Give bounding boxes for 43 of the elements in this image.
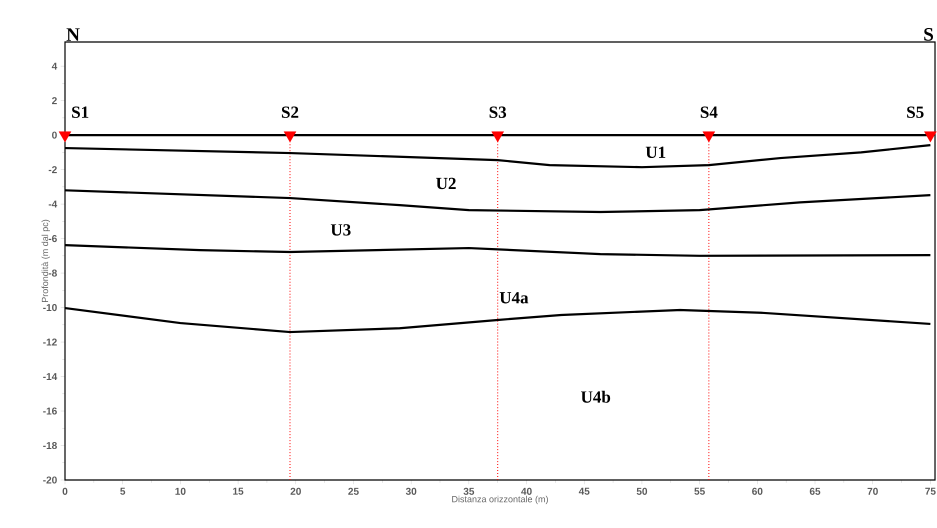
annotation: U1 xyxy=(646,146,666,158)
text: N xyxy=(66,28,80,41)
x-tick-label: 60 xyxy=(752,488,762,495)
y-tick-label: -2 xyxy=(48,166,57,174)
y-tick-label: -14 xyxy=(43,373,58,380)
y-tick-label: 4 xyxy=(52,62,58,70)
x-axis-title: Distanza orizzontale (m) xyxy=(452,496,548,504)
x-tick-label: 40 xyxy=(521,488,532,495)
x-tick-label: 5 xyxy=(120,488,126,495)
x-tick-label: 20 xyxy=(290,488,301,495)
x-tick-label: 0 xyxy=(62,488,68,495)
x-tick-label: 50 xyxy=(636,488,648,495)
x-tick-label: 75 xyxy=(925,488,936,495)
y-tick-label: -16 xyxy=(43,407,57,415)
y-tick-label: -8 xyxy=(48,270,57,277)
y-tick-label: -4 xyxy=(48,200,58,208)
y-tick-label: -10 xyxy=(43,304,57,312)
x-tick-label: 25 xyxy=(348,488,359,495)
x-tick-label: 45 xyxy=(578,488,590,495)
y-tick-label: 0 xyxy=(52,132,57,139)
x-tick-label: 15 xyxy=(233,488,244,495)
x-tick-label: 30 xyxy=(406,488,416,495)
x-tick-label: 65 xyxy=(810,488,820,495)
text: S xyxy=(924,28,934,41)
annotation: S4 xyxy=(700,106,718,118)
y-tick-label: -6 xyxy=(48,235,57,242)
y-tick-label: -12 xyxy=(43,338,57,346)
x-tick-label: 55 xyxy=(694,488,705,495)
annotation: U3 xyxy=(330,224,351,236)
x-tick-label: 70 xyxy=(868,488,878,495)
annotation: S2 xyxy=(282,106,298,118)
y-tick-label: -20 xyxy=(43,476,57,484)
annotation: S1 xyxy=(72,106,88,118)
annotation: S3 xyxy=(490,106,506,118)
annotation: S5 xyxy=(907,106,924,118)
annotation: U2 xyxy=(436,178,456,190)
y-axis-title: Profondità (m dal pc) xyxy=(41,220,50,302)
y-tick-label: 2 xyxy=(52,97,57,104)
x-tick-label: 10 xyxy=(175,488,186,495)
y-tick-label: -18 xyxy=(43,442,57,450)
annotation: U4b xyxy=(581,390,610,403)
annotation: U4a xyxy=(500,292,528,304)
x-tick-label: 35 xyxy=(464,488,474,495)
